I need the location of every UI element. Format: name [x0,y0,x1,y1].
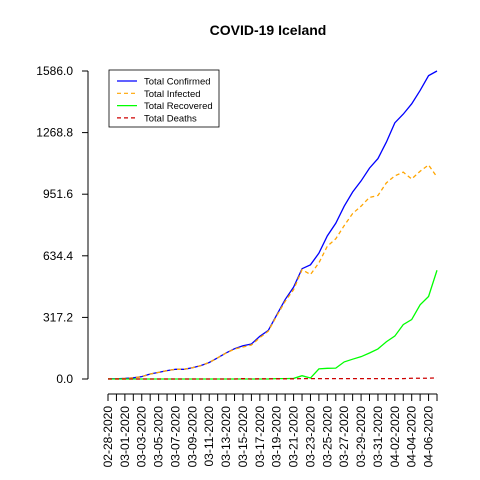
x-axis: 02-28-2020 03-01-2020 03-03-2020 03-05-2020… [101,393,438,468]
y-tick-label: 317.2 [43,310,73,324]
legend-label: Total Recovered [144,101,213,112]
x-tick-label: 03-05-2020 [152,406,166,468]
y-tick-label: 951.6 [43,187,73,201]
x-tick-label: 03-01-2020 [118,406,132,468]
x-tick-label: 03-09-2020 [185,406,199,468]
x-tick-label: 03-13-2020 [219,406,233,468]
x-tick-label: 04-04-2020 [405,406,419,468]
series-line [108,164,438,380]
y-tick-label: 634.4 [43,249,73,263]
y-tick-label: 0.0 [56,372,73,386]
series-line [108,70,438,380]
legend-label: Total Deaths [144,113,197,124]
legend-label: Total Confirmed [144,77,211,88]
x-tick-label: 03-15-2020 [236,406,250,468]
x-tick-label: 03-21-2020 [287,406,301,468]
series-line [108,377,438,380]
y-axis: 0.0 317.2 634.4 951.6 1268.8 1586.0 [36,64,89,386]
x-tick-label: 03-25-2020 [320,406,334,468]
chart-title: COVID-19 Iceland [210,22,327,38]
x-tick-label: 04-06-2020 [422,406,436,468]
x-tick-label: 03-11-2020 [202,406,216,467]
x-tick-label: 03-29-2020 [354,406,368,468]
x-tick-label: 04-02-2020 [388,406,402,468]
x-tick-label: 03-03-2020 [135,406,149,468]
x-tick-label: 03-23-2020 [303,406,317,468]
x-tick-label: 03-31-2020 [371,406,385,468]
x-tick-label: 03-07-2020 [168,406,182,468]
plot-area [108,70,438,380]
legend-label: Total Infected [144,89,201,100]
x-tick-label: 03-17-2020 [253,406,267,468]
y-tick-label: 1586.0 [36,64,73,78]
x-tick-label: 02-28-2020 [101,406,115,468]
y-tick-label: 1268.8 [36,126,73,140]
x-tick-label: 03-19-2020 [270,406,284,468]
x-tick-label: 03-27-2020 [337,406,351,468]
